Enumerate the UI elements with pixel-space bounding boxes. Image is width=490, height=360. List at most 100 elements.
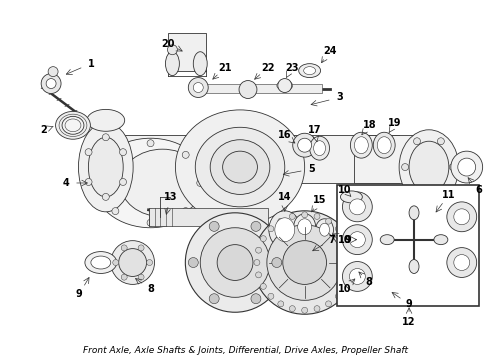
Ellipse shape	[409, 141, 449, 193]
Circle shape	[102, 193, 109, 201]
Circle shape	[272, 257, 282, 267]
Circle shape	[113, 260, 119, 266]
Ellipse shape	[85, 252, 117, 274]
Circle shape	[256, 272, 262, 278]
Text: 20: 20	[162, 39, 175, 49]
Text: 11: 11	[442, 190, 456, 200]
Circle shape	[120, 179, 126, 185]
Circle shape	[349, 199, 366, 215]
Bar	[148, 208, 268, 226]
Circle shape	[349, 269, 366, 284]
Circle shape	[119, 249, 147, 276]
Circle shape	[112, 208, 119, 215]
Circle shape	[138, 274, 144, 280]
Circle shape	[168, 45, 177, 55]
Ellipse shape	[78, 122, 133, 212]
Text: 9: 9	[344, 235, 351, 245]
Text: 8: 8	[366, 278, 373, 287]
Bar	[354, 135, 444, 183]
Circle shape	[98, 180, 104, 186]
Circle shape	[121, 274, 127, 280]
Text: 21: 21	[219, 63, 232, 73]
Circle shape	[302, 307, 308, 313]
Circle shape	[120, 149, 126, 156]
Circle shape	[193, 82, 203, 93]
Circle shape	[438, 138, 444, 145]
Circle shape	[112, 151, 119, 158]
Circle shape	[449, 163, 456, 171]
Circle shape	[278, 301, 284, 307]
Circle shape	[402, 163, 409, 171]
Ellipse shape	[409, 206, 419, 220]
Bar	[91, 135, 399, 183]
Ellipse shape	[55, 111, 90, 139]
Ellipse shape	[193, 52, 207, 76]
Circle shape	[458, 158, 476, 176]
Circle shape	[41, 73, 61, 94]
Circle shape	[438, 189, 444, 197]
Circle shape	[414, 138, 420, 145]
Circle shape	[339, 245, 374, 280]
Ellipse shape	[120, 149, 205, 217]
Circle shape	[147, 260, 152, 266]
Ellipse shape	[350, 132, 372, 158]
Ellipse shape	[222, 151, 257, 183]
Text: 18: 18	[363, 120, 376, 130]
Ellipse shape	[91, 256, 111, 269]
Ellipse shape	[380, 235, 394, 245]
Ellipse shape	[210, 140, 270, 194]
Text: 19: 19	[389, 118, 402, 128]
Circle shape	[121, 245, 127, 251]
Circle shape	[251, 294, 261, 304]
Ellipse shape	[354, 137, 368, 154]
Bar	[192, 84, 321, 94]
Ellipse shape	[316, 219, 334, 240]
Ellipse shape	[277, 81, 293, 90]
Ellipse shape	[87, 109, 124, 131]
Circle shape	[278, 78, 292, 93]
Text: 10: 10	[338, 235, 351, 245]
Text: 16: 16	[278, 130, 292, 140]
Circle shape	[254, 260, 260, 266]
Ellipse shape	[314, 141, 325, 156]
Circle shape	[349, 232, 366, 248]
Circle shape	[260, 283, 266, 289]
Ellipse shape	[175, 110, 305, 224]
Circle shape	[260, 236, 266, 242]
Circle shape	[253, 211, 356, 314]
Circle shape	[447, 202, 477, 232]
Circle shape	[256, 247, 262, 253]
Circle shape	[328, 235, 384, 291]
Circle shape	[278, 218, 284, 224]
Circle shape	[182, 208, 189, 215]
Circle shape	[283, 240, 326, 284]
Bar	[169, 33, 206, 71]
Circle shape	[217, 245, 253, 280]
Circle shape	[239, 81, 257, 99]
Ellipse shape	[310, 136, 329, 160]
Ellipse shape	[269, 211, 301, 249]
Circle shape	[293, 133, 317, 157]
Ellipse shape	[298, 219, 312, 235]
Ellipse shape	[409, 260, 419, 274]
Ellipse shape	[304, 67, 316, 75]
Circle shape	[349, 260, 355, 266]
Circle shape	[268, 293, 274, 299]
Circle shape	[185, 213, 285, 312]
Text: 17: 17	[308, 125, 321, 135]
Text: 23: 23	[285, 63, 298, 73]
Circle shape	[111, 240, 154, 284]
Ellipse shape	[377, 137, 391, 154]
Text: 24: 24	[323, 46, 336, 56]
Circle shape	[289, 213, 295, 219]
Circle shape	[85, 149, 92, 156]
Text: 8: 8	[147, 284, 154, 294]
Ellipse shape	[319, 223, 329, 236]
Circle shape	[336, 293, 342, 299]
Ellipse shape	[399, 130, 459, 204]
Circle shape	[343, 225, 372, 255]
Circle shape	[251, 221, 261, 231]
Circle shape	[451, 151, 483, 183]
Text: 15: 15	[313, 195, 326, 205]
Text: 6: 6	[475, 185, 482, 195]
